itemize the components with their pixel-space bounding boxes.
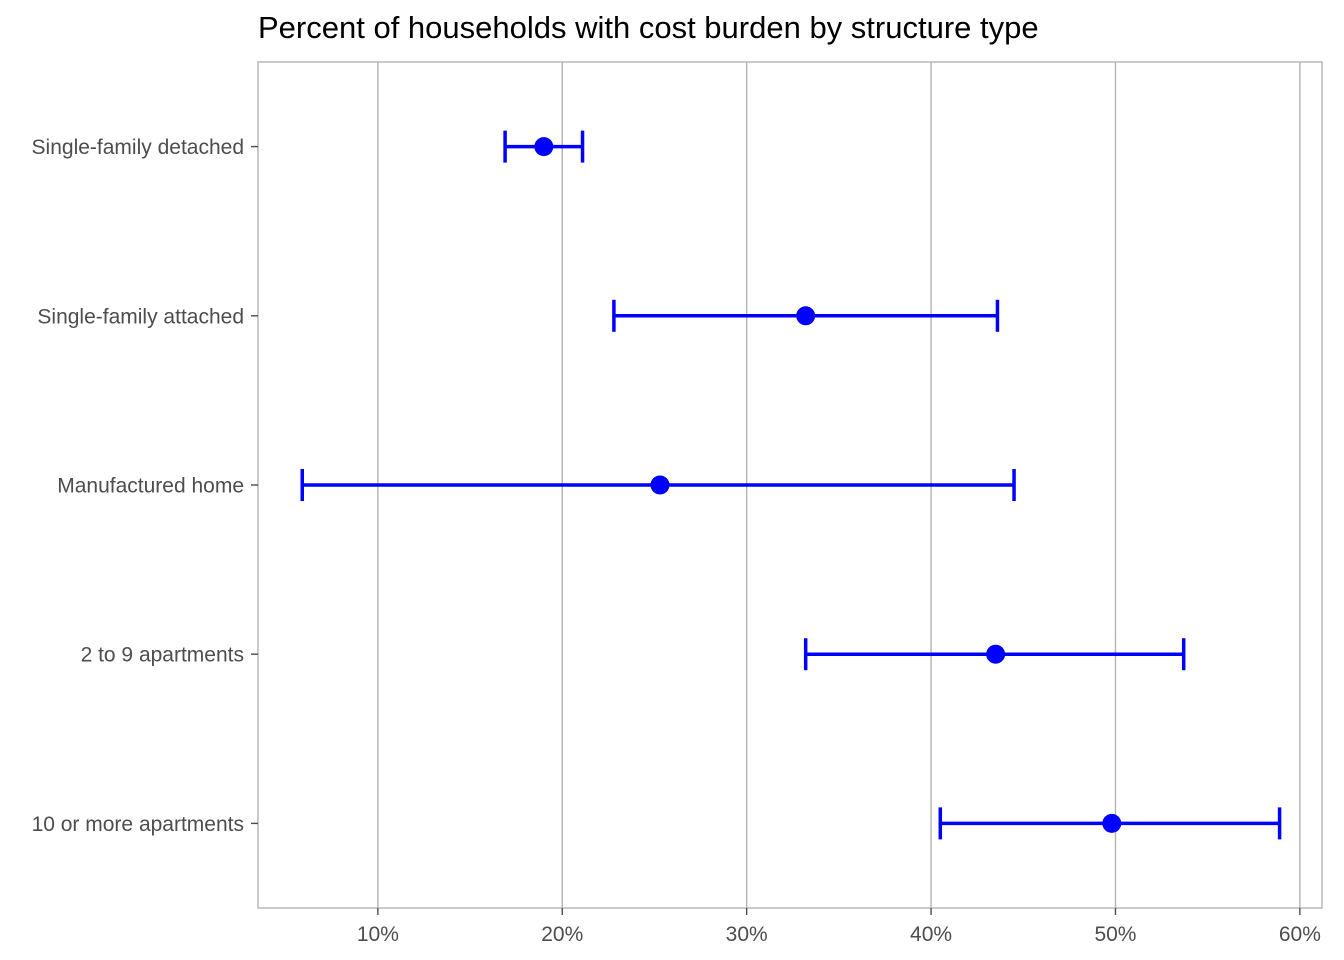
x-tick-label: 50% xyxy=(1094,923,1136,946)
y-tick-label: 10 or more apartments xyxy=(32,813,244,836)
y-tick-label: Manufactured home xyxy=(57,475,244,498)
estimate-point xyxy=(986,644,1006,664)
chart-title: Percent of households with cost burden b… xyxy=(258,10,1039,45)
x-tick-label: 30% xyxy=(726,923,768,946)
y-tick-label: Single-family detached xyxy=(32,136,244,159)
estimate-point xyxy=(650,475,670,495)
x-tick-label: 40% xyxy=(910,923,952,946)
y-tick-label: Single-family attached xyxy=(37,305,244,328)
x-tick-label: 60% xyxy=(1279,923,1321,946)
estimate-point xyxy=(1102,813,1122,833)
axis-layer: 10% 20% 30% 40% 50% 60% Single-family detached… xyxy=(32,136,1321,946)
estimate-point xyxy=(796,306,816,326)
estimate-point xyxy=(534,137,554,157)
x-tick-label: 20% xyxy=(541,923,583,946)
y-tick-label: 2 to 9 apartments xyxy=(81,644,244,667)
x-tick-label: 10% xyxy=(357,923,399,946)
data-layer xyxy=(300,130,1282,840)
